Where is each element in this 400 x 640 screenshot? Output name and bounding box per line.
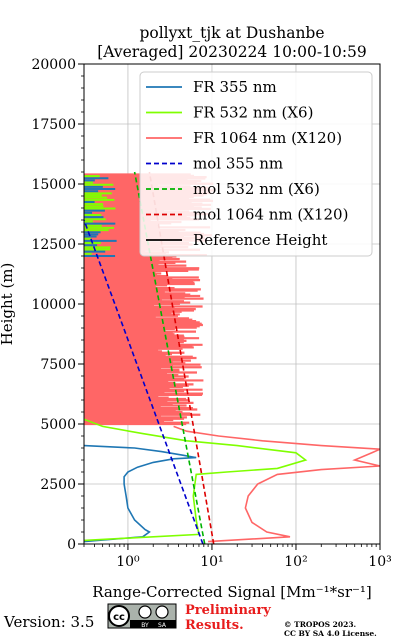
chart-title-line1: pollyxt_tjk at Dushanbe <box>139 24 324 42</box>
sa-share-icon <box>155 605 169 619</box>
y-tick-label: 12500 <box>31 237 76 253</box>
legend-entry: mol 1064 nm (X120) <box>193 206 348 224</box>
chart-title-line2: [Averaged] 20230224 10:00-10:59 <box>97 43 367 61</box>
series-line-0 <box>83 444 197 543</box>
x-tick-label: 10¹ <box>200 554 223 570</box>
x-axis-label: Range-Corrected Signal [Mm⁻¹*sr⁻¹] <box>92 583 372 601</box>
series-line-3 <box>83 219 204 545</box>
y-tick-label: 20000 <box>31 57 76 73</box>
badge-sa-text: SA <box>158 622 167 629</box>
version-label: Version: 3.5 <box>3 613 94 631</box>
cc-badge-lower <box>130 620 176 628</box>
y-tick-label: 7500 <box>40 357 76 373</box>
series-line-1 <box>83 418 308 542</box>
cc-logo-text: cc <box>113 612 125 623</box>
y-axis: 0 2500 5000 7500 10000 12500 15000 17500 20000 <box>31 57 84 553</box>
preliminary-line2: Results. <box>185 618 244 633</box>
cc-license-badge: cc BY SA <box>107 603 177 629</box>
legend-entry: FR 355 nm <box>193 78 277 96</box>
legend-entry: mol 532 nm (X6) <box>193 180 320 198</box>
cc-logo-icon <box>108 605 130 627</box>
x-tick-label: 10² <box>284 554 307 570</box>
y-tick-label: 0 <box>67 537 76 553</box>
y-tick-label: 10000 <box>31 297 76 313</box>
legend: FR 355 nm FR 532 nm (X6) FR 1064 nm (X120)… <box>139 71 373 257</box>
badge-by-text: BY <box>141 622 149 629</box>
y-tick-label: 15000 <box>31 177 76 193</box>
series-line-2 <box>173 425 381 543</box>
y-axis-label: Height (m) <box>0 263 16 346</box>
y-tick-label: 17500 <box>31 117 76 133</box>
x-tick-label: 10⁰ <box>116 554 140 570</box>
license-line1: © TROPOS 2023. <box>284 620 356 629</box>
y-tick-label: 2500 <box>40 477 76 493</box>
preliminary-line1: Preliminary <box>185 603 271 618</box>
legend-entry: FR 532 nm (X6) <box>193 104 313 122</box>
by-person-icon <box>138 605 152 619</box>
legend-entry: FR 1064 nm (X120) <box>193 129 342 147</box>
legend-entry: mol 355 nm <box>193 155 283 173</box>
y-tick-label: 5000 <box>40 417 76 433</box>
x-axis: 10⁰ 10¹ 10² 10³ <box>83 544 392 570</box>
legend-frame <box>139 71 373 257</box>
x-tick-label: 10³ <box>368 554 391 570</box>
license-line2: CC BY SA 4.0 License. <box>284 629 377 638</box>
legend-entry: Reference Height <box>193 231 327 249</box>
